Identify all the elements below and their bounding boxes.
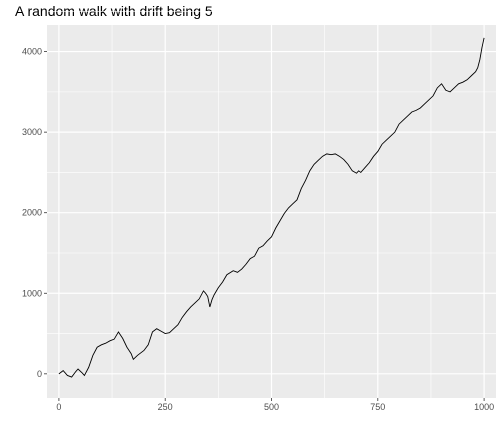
axis-ticks — [44, 51, 485, 401]
y-tick-label: 0 — [37, 369, 42, 379]
series-line — [58, 37, 485, 378]
major-gridlines — [47, 25, 496, 398]
y-tick-label: 1000 — [22, 288, 42, 298]
x-tick-label: 500 — [264, 402, 279, 412]
y-tick-label: 2000 — [22, 208, 42, 218]
y-tick-label: 4000 — [22, 47, 42, 57]
x-tick-label: 750 — [370, 402, 385, 412]
x-tick-label: 250 — [158, 402, 173, 412]
x-tick-label: 0 — [56, 402, 61, 412]
axis-tick-labels: 0 250 500 750 1000 0 1000 2000 3000 4000 — [22, 47, 494, 412]
chart-title: A random walk with drift being 5 — [15, 3, 213, 19]
x-tick-label: 1000 — [474, 402, 494, 412]
y-tick-label: 3000 — [22, 127, 42, 137]
